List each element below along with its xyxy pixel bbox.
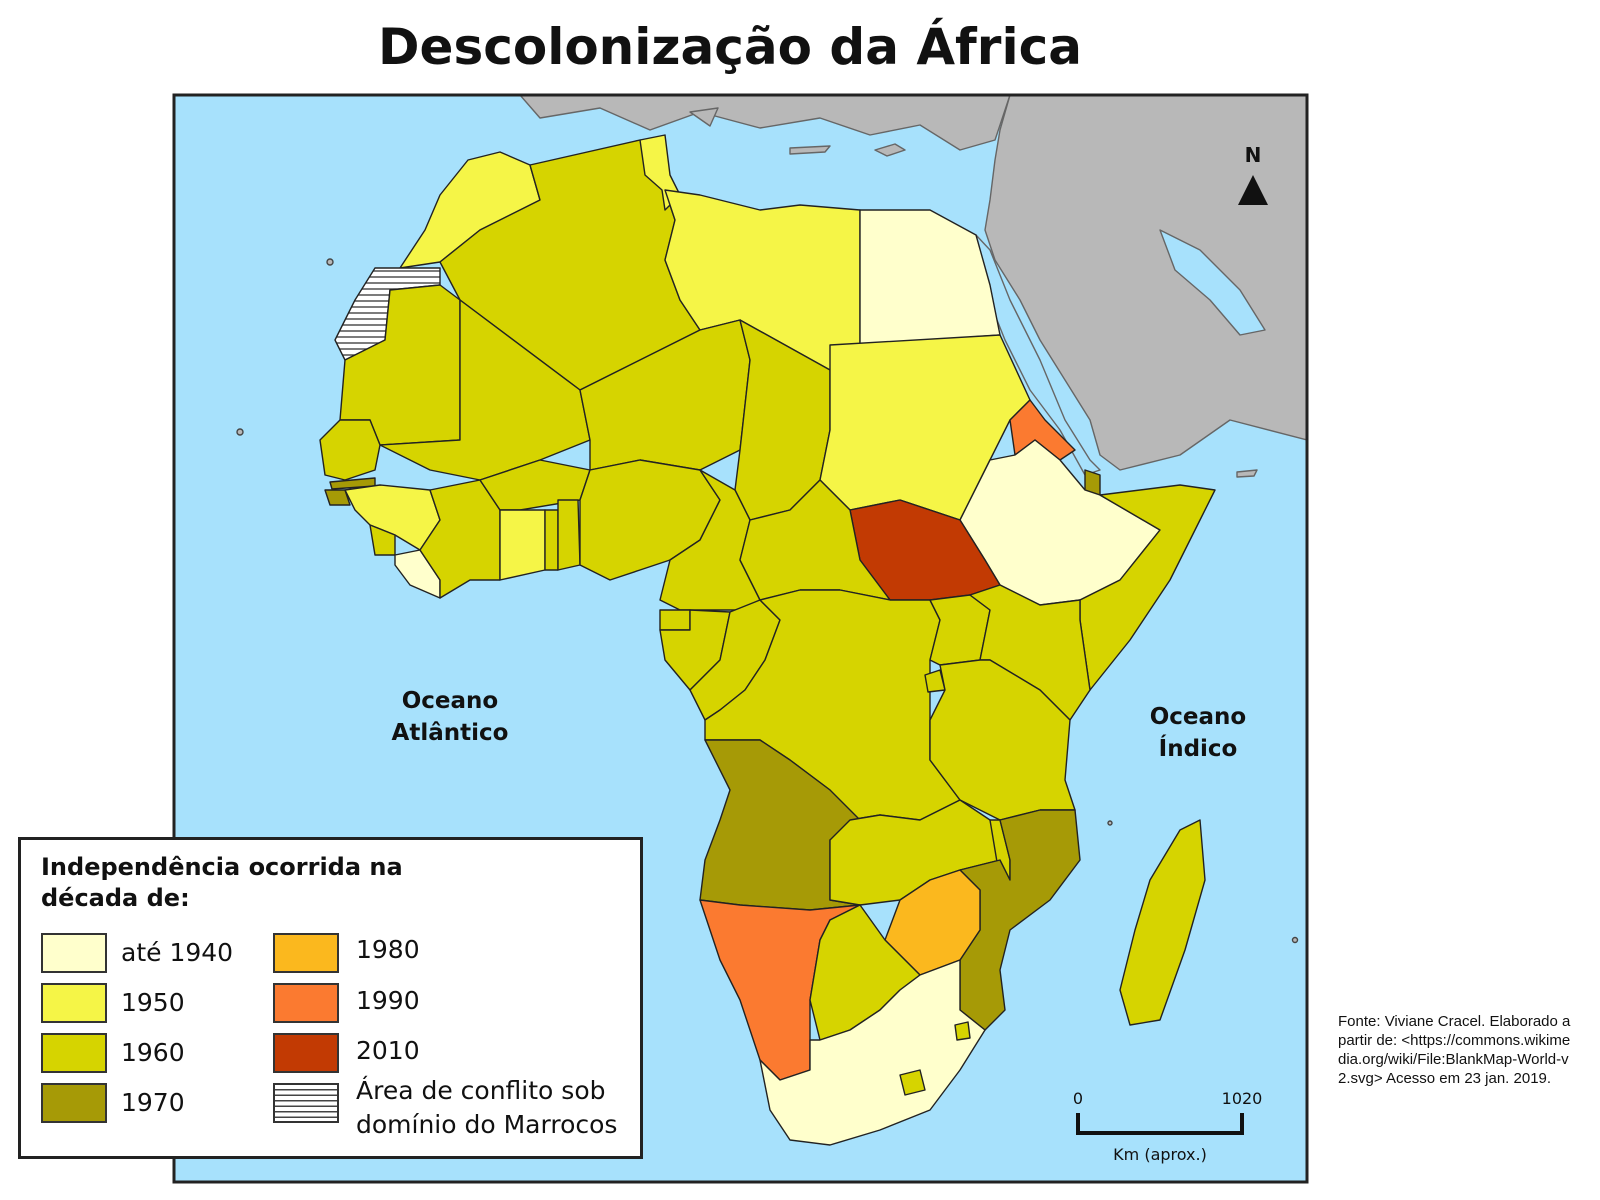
country-senegal [319,419,381,481]
land-sicily [689,107,719,127]
legend-label-1970: 1970 [121,1088,185,1117]
legend-swatch-conflict [273,1083,339,1123]
map-title: Descolonização da África [378,18,1082,76]
north-arrow-label: N [1245,143,1262,167]
legend-label-1950: 1950 [121,988,185,1017]
land-crete [789,145,831,155]
source-note: Fonte: Viviane Cracel. Elaborado a parti… [1338,1013,1571,1087]
country-togo [544,509,559,571]
map-frame [172,93,1309,1184]
legend-label-1960: 1960 [121,1038,185,1067]
legend: Independência ocorrida na década de: até… [18,837,643,1159]
north-arrow-icon [1238,175,1268,205]
legend-swatch-2010 [273,1033,339,1073]
indian-label-line2: Índico [1159,734,1238,762]
land-cyprus [874,143,906,157]
island-mauritius [1291,936,1299,944]
country-lesotho [899,1069,926,1096]
legend-swatch-ate-1940 [41,933,107,973]
island-comoros [1107,820,1113,826]
land-middle-east [984,95,1307,471]
legend-swatch-1980 [273,933,339,973]
land-socotra [1236,469,1258,478]
atlantic-label-line1: Oceano [402,688,498,714]
country-cameroon [659,469,761,611]
country-madagascar [1119,819,1206,1026]
island-canary [326,258,334,266]
legend-swatch-1960 [41,1033,107,1073]
atlantic-label-line2: Atlântico [392,720,509,746]
country-ghana [499,509,546,581]
scale-bar [1076,1113,1244,1135]
country-south-africa [759,959,986,1146]
legend-label-conflict-line2: domínio do Marrocos [356,1110,618,1139]
legend-swatch-1990 [273,983,339,1023]
country-eswatini [954,1021,971,1041]
country-kenya [969,584,1091,721]
legend-label-1980: 1980 [356,935,420,964]
country-benin [557,499,581,571]
country-equatorial-guinea [659,609,691,631]
indian-label-line1: Oceano [1150,704,1246,730]
country-somalia [1079,484,1216,691]
scale-unit: Km (aprox.) [1113,1145,1207,1164]
scale-end: 1020 [1222,1089,1263,1108]
legend-title: Independência ocorrida na década de: [41,853,403,912]
persian-gulf [1159,229,1266,336]
legend-swatch-1970 [41,1083,107,1123]
legend-label-1990: 1990 [356,986,420,1015]
country-guinea-bissau [324,489,351,506]
scale-start: 0 [1073,1089,1083,1108]
legend-label-2010: 2010 [356,1036,420,1065]
land-europe [174,95,1011,151]
legend-label-conflict-line1: Área de conflito sob [356,1076,606,1105]
legend-swatch-1950 [41,983,107,1023]
island-cape-verde [236,428,244,436]
legend-label-ate-1940: até 1940 [121,938,234,967]
